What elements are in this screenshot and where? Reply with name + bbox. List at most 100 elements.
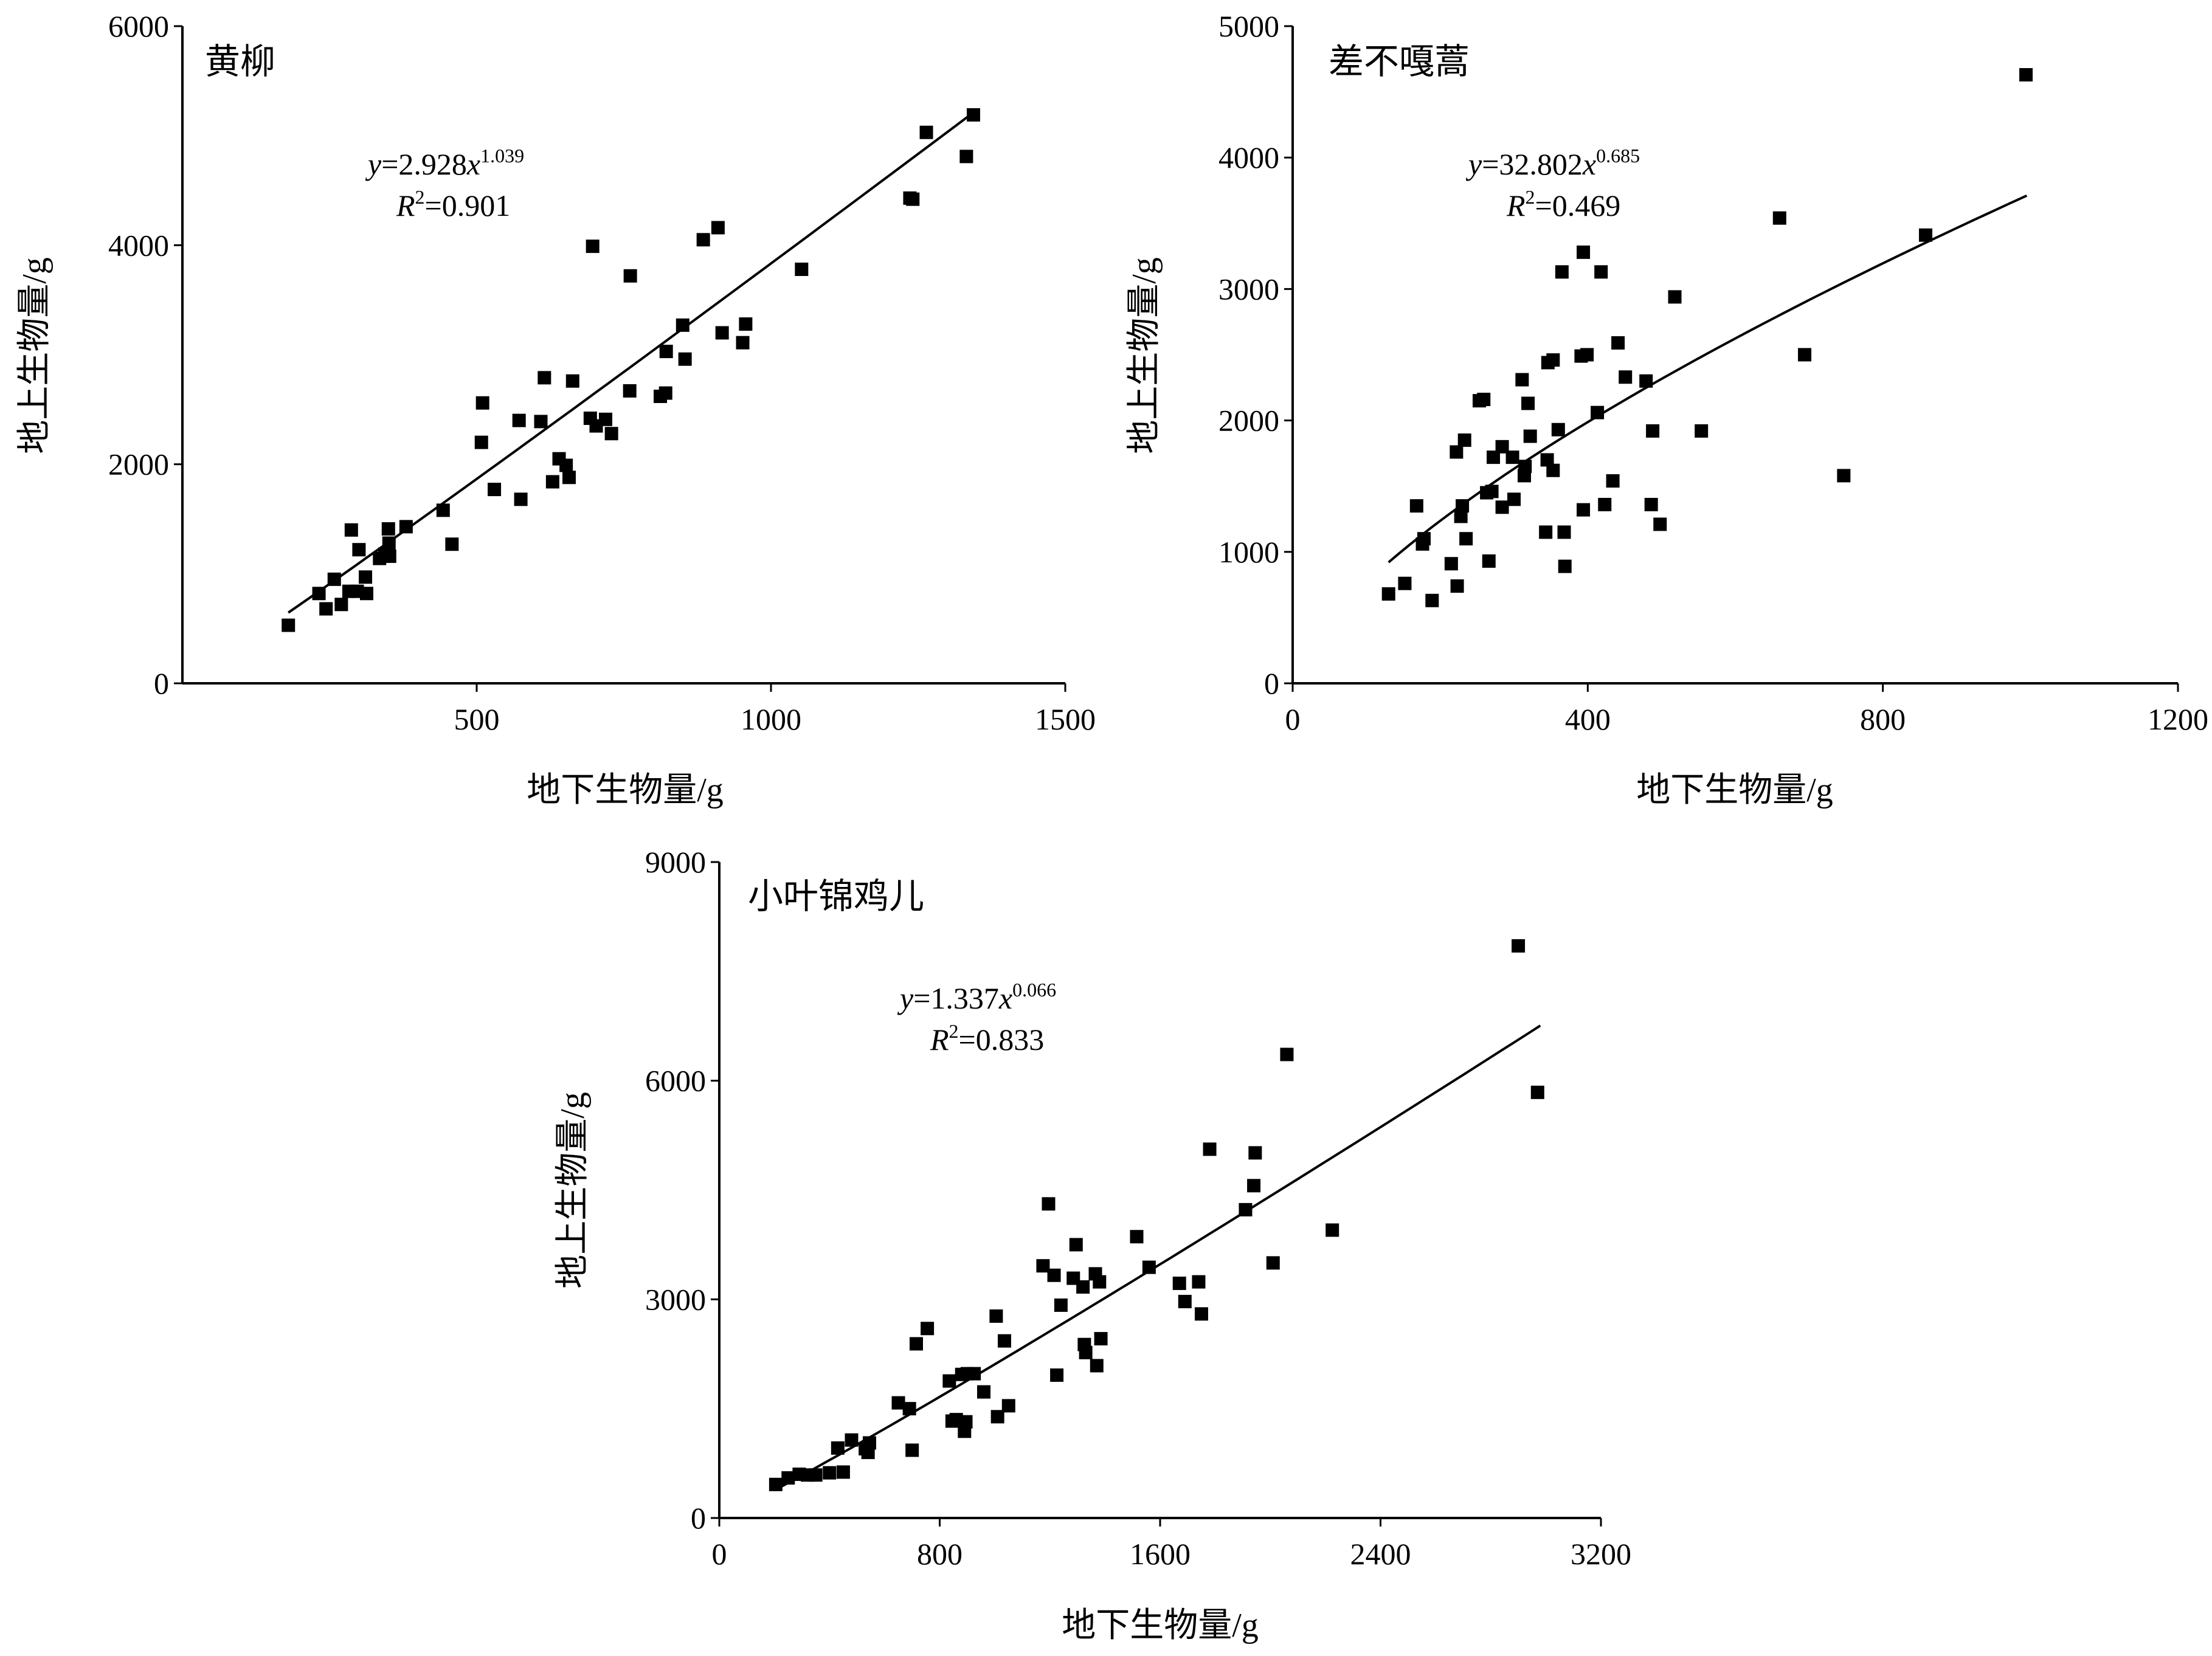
x-tick-label: 800 (917, 1537, 963, 1571)
data-point (1505, 450, 1519, 464)
data-point (658, 386, 672, 400)
data-point (1546, 463, 1560, 477)
data-point (1454, 509, 1468, 523)
data-point (1425, 593, 1439, 607)
data-point (1772, 211, 1786, 225)
data-point (831, 1441, 845, 1455)
data-point (909, 1337, 923, 1351)
data-points-group (1381, 67, 2033, 607)
data-point (1079, 1345, 1093, 1359)
data-point (1001, 1399, 1015, 1413)
data-point (1203, 1142, 1217, 1156)
data-point (1172, 1276, 1186, 1290)
data-point (967, 1367, 981, 1381)
x-axis-title: 地下生物量/g (527, 771, 724, 809)
data-point (891, 1396, 905, 1410)
data-point (1248, 1146, 1262, 1160)
r-squared-power: 2 (949, 1020, 959, 1042)
panel-title: 小叶锦鸡儿 (748, 877, 924, 916)
y-tick-label: 5000 (1218, 9, 1279, 43)
data-point (1482, 554, 1496, 568)
equation-coefficient: =2.928 (381, 147, 467, 181)
r-squared-symbol: R (396, 188, 415, 223)
data-point (1192, 1275, 1206, 1289)
y-axis-title: 地上生物量/g (16, 257, 54, 454)
data-point (1178, 1294, 1192, 1308)
data-point (359, 570, 373, 584)
data-point (2019, 67, 2033, 81)
data-point (1266, 1256, 1280, 1270)
data-point (919, 125, 933, 139)
data-point (312, 587, 326, 601)
data-point (845, 1433, 859, 1447)
data-points-group (282, 108, 980, 632)
data-point (977, 1385, 990, 1399)
data-point (1076, 1280, 1090, 1294)
data-point (586, 240, 600, 254)
data-point (1837, 469, 1851, 483)
data-point (1450, 445, 1464, 459)
data-point (1580, 348, 1594, 362)
data-point (1591, 405, 1605, 419)
data-point (399, 520, 413, 534)
data-point (1555, 265, 1569, 279)
power-fit-curve (1388, 194, 2028, 564)
data-point (1495, 500, 1509, 514)
fit-curve-group (1388, 194, 2028, 564)
data-point (1557, 525, 1571, 539)
data-point (1611, 336, 1625, 350)
data-point (1540, 453, 1554, 467)
data-point (1054, 1298, 1068, 1312)
data-point (769, 1477, 783, 1491)
data-point (739, 317, 753, 331)
data-point (966, 108, 980, 122)
data-point (921, 1322, 935, 1336)
data-point (562, 471, 576, 485)
x-tick-label: 500 (454, 702, 500, 736)
data-point (1280, 1047, 1294, 1061)
data-point (436, 503, 450, 517)
r-squared-value: =0.901 (425, 188, 511, 223)
data-point (488, 483, 502, 497)
data-point (1639, 374, 1653, 388)
data-point (1495, 440, 1509, 454)
data-point (696, 233, 710, 247)
data-point (1530, 1085, 1544, 1099)
data-point (836, 1465, 850, 1479)
data-point (1069, 1238, 1083, 1252)
x-tick-label: 1600 (1130, 1537, 1191, 1571)
data-point (514, 492, 528, 506)
y-tick-label: 2000 (1218, 404, 1279, 438)
equation-exponent: 0.066 (1012, 979, 1056, 1001)
data-point (1094, 1332, 1108, 1346)
data-point (1456, 499, 1470, 513)
equation-exponent: 0.685 (1596, 145, 1640, 167)
data-point (1512, 939, 1526, 953)
data-point (359, 587, 373, 601)
y-tick-label: 6000 (108, 9, 169, 43)
data-point (676, 318, 690, 332)
data-point (1598, 497, 1612, 511)
data-point (1142, 1260, 1156, 1274)
data-point (1042, 1197, 1056, 1211)
data-point (1417, 532, 1431, 546)
data-point (1798, 348, 1812, 362)
data-point (352, 543, 366, 557)
axis-ticks: 0 800 1600 2400 3200 0 3000 6000 9000 (645, 845, 1631, 1571)
data-point (678, 352, 692, 366)
regression-equation: y=32.802x0.685 (1465, 145, 1640, 181)
data-point (795, 262, 809, 276)
data-point (997, 1334, 1011, 1348)
equation-y-var: y (365, 147, 382, 181)
regression-equation: y=2.928x1.039 (365, 145, 524, 181)
data-point (1247, 1179, 1261, 1193)
data-point (715, 326, 729, 340)
data-point (1606, 474, 1620, 488)
regression-equation: y=1.337x0.066 (897, 979, 1056, 1015)
y-axis-title: 地上生物量/g (1125, 257, 1163, 454)
data-point (1450, 579, 1464, 593)
r-squared-value: =0.833 (959, 1023, 1045, 1057)
fit-curve-group (775, 1024, 1541, 1491)
data-point (1325, 1223, 1339, 1237)
